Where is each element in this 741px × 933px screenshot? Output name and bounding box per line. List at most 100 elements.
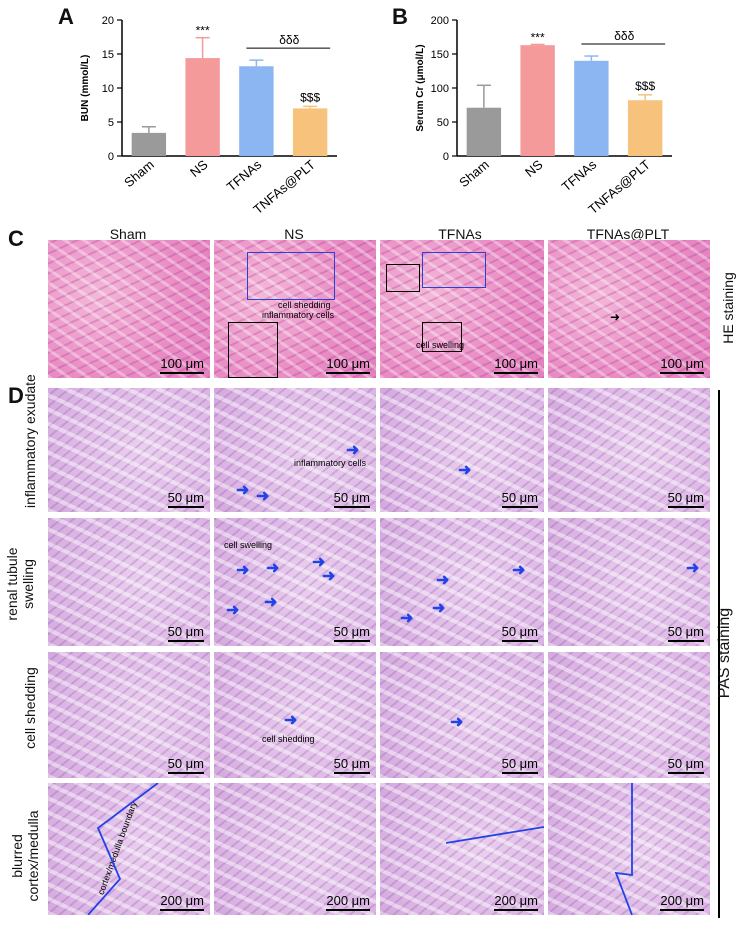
bar-tfnas bbox=[574, 60, 609, 156]
column-header-sham: Sham bbox=[109, 226, 147, 242]
bar-ns bbox=[520, 45, 555, 156]
pas-image-row3-col3: ➜ 50 μm bbox=[380, 652, 544, 778]
y-tick-label: 15 bbox=[102, 49, 114, 61]
pas-image-row4-col4: 200 μm bbox=[548, 783, 710, 915]
blue-arrow-icon: ➜ bbox=[256, 488, 270, 505]
panel-letter-c: C bbox=[8, 226, 24, 251]
scale-bar: 200 μm bbox=[160, 893, 204, 911]
blue-arrow-icon: ➜ bbox=[226, 602, 240, 619]
y-tick-label: 20 bbox=[102, 15, 114, 27]
pas-bracket-line bbox=[718, 390, 720, 918]
serum-cr-axis-label: Serum Cr (μmol/L) bbox=[415, 44, 426, 131]
column-header-tfnas-plt: TFNAs@PLT bbox=[586, 226, 670, 242]
y-tick-label: 5 bbox=[108, 117, 114, 129]
category-label: NS bbox=[187, 157, 211, 180]
pas-image-row4-col3: 200 μm bbox=[380, 783, 544, 915]
scale-label: 50 μm bbox=[667, 490, 704, 505]
pas-image-row4-col2: 200 μm bbox=[214, 783, 376, 915]
pas-image-row3-col4: 50 μm bbox=[548, 652, 710, 778]
scale-label: 50 μm bbox=[167, 756, 204, 771]
note-swelling: cell swelling bbox=[224, 540, 273, 550]
blue-arrow-icon: ➜ bbox=[264, 594, 278, 611]
blue-inset-box bbox=[247, 252, 335, 300]
category-label: TFNAs bbox=[224, 156, 265, 194]
blue-arrow-icon: ➜ bbox=[436, 572, 450, 589]
significance-last: $$$ bbox=[300, 90, 320, 104]
scale-bar: 200 μm bbox=[660, 893, 704, 911]
scale-label: 50 μm bbox=[167, 490, 204, 505]
pas-image-row3-col2: ➜ 50 μm cell shedding bbox=[214, 652, 376, 778]
note-cell-shedding: cell shedding bbox=[278, 300, 331, 310]
note-shedding: cell shedding bbox=[262, 734, 315, 744]
row-label-inflammatory-exudate: inflammatory exudate bbox=[22, 374, 38, 508]
blue-arrow-icon: ➜ bbox=[312, 554, 326, 571]
pas-image-row2-col3: ➜ ➜ ➜ ➜ 50 μm bbox=[380, 518, 544, 646]
y-tick-label: 100 bbox=[431, 83, 449, 95]
pas-staining-label: PAS staining bbox=[716, 607, 733, 699]
scale-label: 100 μm bbox=[326, 356, 370, 371]
scale-label: 100 μm bbox=[160, 356, 204, 371]
note-cell-swelling: cell swelling bbox=[416, 340, 465, 350]
category-label: Sham bbox=[456, 157, 492, 190]
he-staining-label: HE staining bbox=[720, 272, 736, 344]
blue-arrow-icon: ➜ bbox=[284, 712, 298, 729]
scale-bar: 50 μm bbox=[501, 490, 538, 508]
bar-sham bbox=[131, 132, 167, 156]
scale-bar: 50 μm bbox=[167, 490, 204, 508]
pas-image-row1-col1: 50 μm bbox=[48, 388, 210, 512]
scale-bar: 50 μm bbox=[167, 624, 204, 642]
scale-label: 50 μm bbox=[667, 624, 704, 639]
significance-ns: *** bbox=[196, 24, 210, 38]
column-header-ns: NS bbox=[284, 226, 304, 242]
panel-letter-d: D bbox=[8, 383, 24, 408]
category-label: TFNAs bbox=[559, 156, 600, 194]
y-tick-label: 10 bbox=[102, 83, 114, 95]
scale-bar: 100 μm bbox=[326, 356, 370, 374]
scale-label: 50 μm bbox=[333, 756, 370, 771]
he-image-tfnas: cell swelling 100 μm bbox=[380, 240, 544, 378]
black-inset-box bbox=[228, 322, 278, 378]
he-image-ns: cell shedding inflammatory cells 100 μm bbox=[214, 240, 376, 378]
blue-arrow-icon: ➜ bbox=[432, 600, 446, 617]
scale-label: 50 μm bbox=[501, 624, 538, 639]
scale-label: 50 μm bbox=[501, 490, 538, 505]
blue-arrow-icon: ➜ bbox=[266, 560, 280, 577]
bar-ns bbox=[185, 58, 220, 156]
y-tick-label: 50 bbox=[437, 117, 449, 129]
category-label: Sham bbox=[121, 157, 157, 190]
scale-label: 200 μm bbox=[326, 893, 370, 908]
scale-bar: 100 μm bbox=[160, 356, 204, 374]
scale-bar: 50 μm bbox=[333, 490, 370, 508]
scale-label: 200 μm bbox=[494, 893, 538, 908]
scale-bar: 50 μm bbox=[333, 624, 370, 642]
pas-image-row1-col3: ➜ 50 μm bbox=[380, 388, 544, 512]
bar-sham bbox=[466, 107, 502, 156]
scale-bar: 50 μm bbox=[167, 756, 204, 774]
significance-bracket: δδδ bbox=[279, 33, 299, 47]
category-label: NS bbox=[522, 157, 546, 180]
scale-bar: 50 μm bbox=[667, 624, 704, 642]
significance-ns: *** bbox=[531, 30, 545, 44]
row-label-blurred-cortex-medulla: blurred cortex/medulla bbox=[9, 810, 41, 902]
blue-arrow-icon: ➜ bbox=[236, 562, 250, 579]
scale-label: 200 μm bbox=[660, 893, 704, 908]
bun-axis-label: BUN (mmol/L) bbox=[80, 55, 91, 122]
y-tick-label: 200 bbox=[431, 15, 449, 27]
scale-bar: 50 μm bbox=[667, 490, 704, 508]
column-header-tfnas: TFNAs bbox=[438, 226, 482, 242]
scale-bar: 50 μm bbox=[667, 756, 704, 774]
scale-label: 50 μm bbox=[167, 624, 204, 639]
blue-arrow-icon: ➜ bbox=[458, 462, 472, 479]
significance-bracket: δδδ bbox=[614, 29, 634, 43]
blue-arrow-icon: ➜ bbox=[322, 568, 336, 585]
blue-arrow-icon: ➜ bbox=[686, 560, 700, 577]
y-tick-label: 150 bbox=[431, 49, 449, 61]
pas-image-row1-col4: 50 μm bbox=[548, 388, 710, 512]
pas-image-row4-col1: 200 μm cortex/medulla boundary bbox=[48, 783, 210, 915]
pas-image-row2-col2: ➜ ➜ ➜ ➜ ➜ ➜ 50 μm cell swelling bbox=[214, 518, 376, 646]
y-tick-label: 0 bbox=[443, 151, 449, 163]
serum-cr-bar-chart: 0 50 100 150 200 Serum Cr (μmol/L) Sham NS TFNAs… bbox=[415, 15, 672, 217]
scale-bar: 50 μm bbox=[333, 756, 370, 774]
blue-arrow-icon: ➜ bbox=[400, 610, 414, 627]
